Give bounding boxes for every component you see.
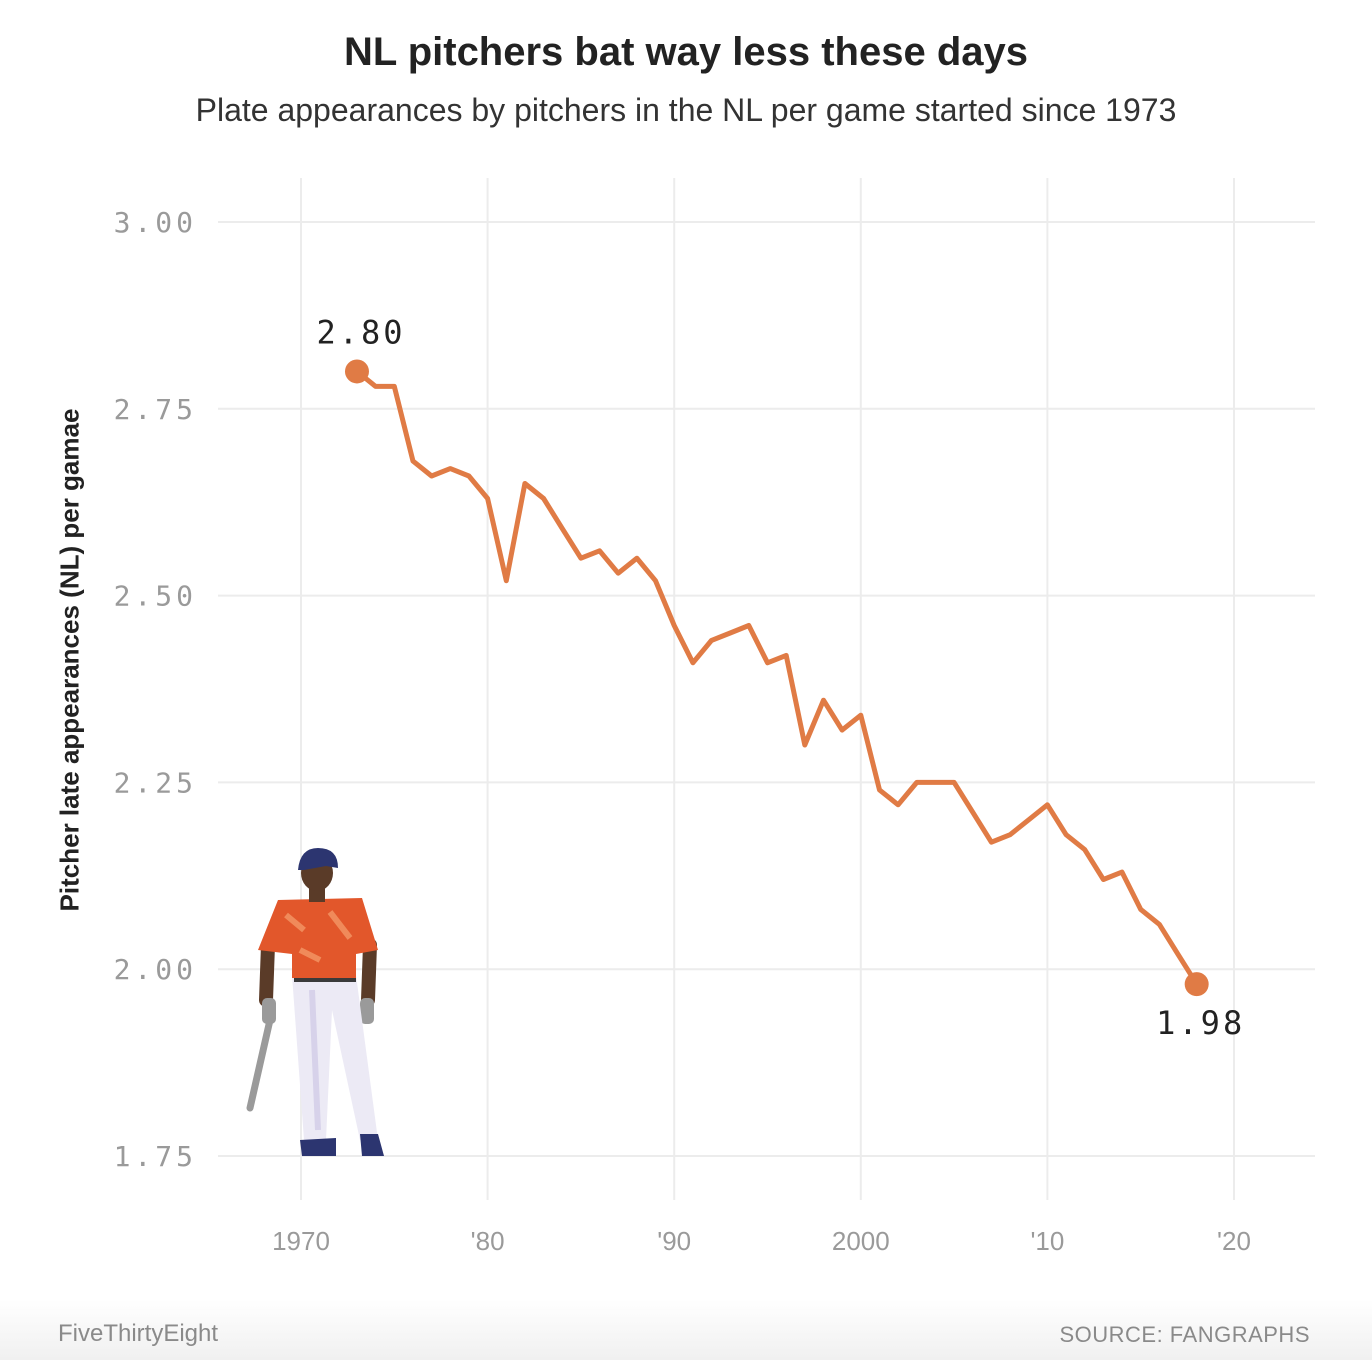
brand-logo-text: FiveThirtyEight (58, 1320, 219, 1347)
endpoint-marker (344, 359, 369, 384)
x-tick-label: '90 (657, 1226, 691, 1256)
y-tick-label: 2.25 (114, 766, 197, 799)
source-credit: SOURCE: FANGRAPHS (1059, 1322, 1310, 1347)
x-tick-label: 1970 (272, 1226, 330, 1256)
line-chart: 3.00 2.75 2.50 2.25 2.00 1.75 1970 '80 '90 2000 '… (114, 178, 1315, 1256)
x-tick-labels: 1970 '80 '90 2000 '10 '20 (272, 1226, 1251, 1256)
endpoint-markers (344, 359, 1209, 997)
y-tick-label: 1.75 (114, 1140, 197, 1173)
y-tick-label: 2.50 (114, 580, 197, 613)
data-label: 2.80 (316, 313, 405, 351)
y-tick-label: 2.00 (114, 953, 197, 986)
y-tick-label: 2.75 (114, 393, 197, 426)
x-tick-label: '20 (1217, 1226, 1251, 1256)
x-tick-label: 2000 (832, 1226, 890, 1256)
x-tick-label: '10 (1030, 1226, 1064, 1256)
y-tick-labels: 3.00 2.75 2.50 2.25 2.00 1.75 (114, 206, 197, 1173)
data-labels: 2.80 1.98 (316, 313, 1245, 1042)
series-line (354, 368, 1200, 987)
footer-bar (0, 1300, 1372, 1360)
y-tick-label: 3.00 (114, 206, 197, 239)
endpoint-marker (1184, 972, 1209, 997)
baseball-batter-illustration (246, 848, 384, 1156)
data-label: 1.98 (1156, 1004, 1245, 1042)
chart-title: NL pitchers bat way less these days (343, 30, 1028, 74)
chart-subtitle: Plate appearances by pitchers in the NL … (195, 92, 1177, 128)
x-tick-label: '80 (471, 1226, 505, 1256)
